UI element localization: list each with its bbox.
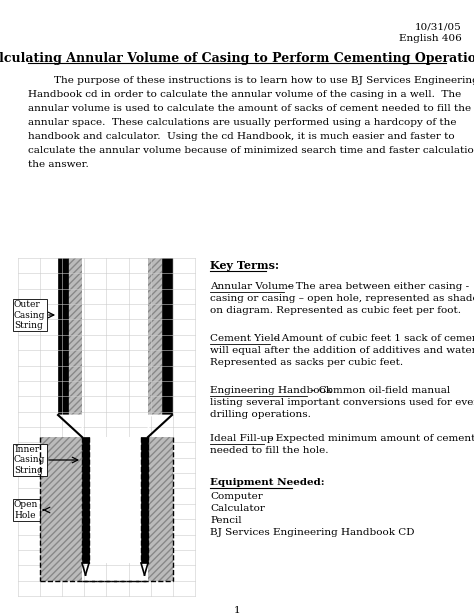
Bar [89,437,141,563]
Text: BJ Services Engineering Handbook CD: BJ Services Engineering Handbook CD [210,528,414,537]
Text: Annular Volume: Annular Volume [210,282,294,291]
Bar [148,437,173,581]
Text: Open
Hole: Open Hole [14,500,38,520]
Text: listing several important conversions used for everyday: listing several important conversions us… [210,398,474,407]
Text: English 406: English 406 [399,34,462,43]
Text: Equipment Needed:: Equipment Needed: [210,478,325,487]
Text: Key Terms:: Key Terms: [210,260,279,271]
Bar [82,258,148,415]
Text: – Common oil-field manual: – Common oil-field manual [307,386,450,395]
Bar [162,258,172,415]
Text: Engineering Handbook: Engineering Handbook [210,386,332,395]
Text: calculate the annular volume because of minimized search time and faster calcula: calculate the annular volume because of … [28,146,474,155]
Bar [40,437,82,581]
Bar [82,437,89,563]
Text: Represented as sacks per cubic feet.: Represented as sacks per cubic feet. [210,358,403,367]
Bar [68,258,82,415]
Bar [68,258,82,415]
Bar [58,258,68,415]
Polygon shape [58,415,82,437]
Text: – The area between either casing -: – The area between either casing - [284,282,469,291]
Text: Outer
Casing
String: Outer Casing String [14,300,46,330]
Text: the answer.: the answer. [28,160,89,169]
Text: needed to fill the hole.: needed to fill the hole. [210,446,328,455]
Text: 10/31/05: 10/31/05 [415,22,462,31]
Bar [40,437,82,581]
Text: – Expected minimum amount of cement: – Expected minimum amount of cement [264,434,474,443]
Bar [148,437,173,581]
Text: handbook and calculator.  Using the cd Handbook, it is much easier and faster to: handbook and calculator. Using the cd Ha… [28,132,455,141]
Bar [141,437,148,563]
Text: Ideal Fill-up: Ideal Fill-up [210,434,273,443]
Text: Handbook cd in order to calculate the annular volume of the casing in a well.  T: Handbook cd in order to calculate the an… [28,90,461,99]
Bar [148,258,162,415]
Text: Cement Yield: Cement Yield [210,334,281,343]
Text: Pencil: Pencil [210,516,242,525]
Text: Calculating Annular Volume of Casing to Perform Cementing Operations: Calculating Annular Volume of Casing to … [0,52,474,65]
Text: – Amount of cubic feet 1 sack of cement: – Amount of cubic feet 1 sack of cement [270,334,474,343]
Text: drilling operations.: drilling operations. [210,410,311,419]
Text: on diagram. Represented as cubic feet per foot.: on diagram. Represented as cubic feet pe… [210,306,461,315]
Text: Inner
Casing
String: Inner Casing String [14,445,46,475]
Text: Calculator: Calculator [210,504,265,513]
Bar [148,258,162,415]
Text: Computer: Computer [210,492,263,501]
Text: annular volume is used to calculate the amount of sacks of cement needed to fill: annular volume is used to calculate the … [28,104,471,113]
Text: annular space.  These calculations are usually performed using a hardcopy of the: annular space. These calculations are us… [28,118,456,127]
Polygon shape [148,415,172,437]
Text: 1: 1 [234,606,240,613]
Text: The purpose of these instructions is to learn how to use BJ Services Engineering: The purpose of these instructions is to … [28,76,474,85]
Text: casing or casing – open hole, represented as shaded area: casing or casing – open hole, represente… [210,294,474,303]
Text: will equal after the addition of additives and water.: will equal after the addition of additiv… [210,346,474,355]
